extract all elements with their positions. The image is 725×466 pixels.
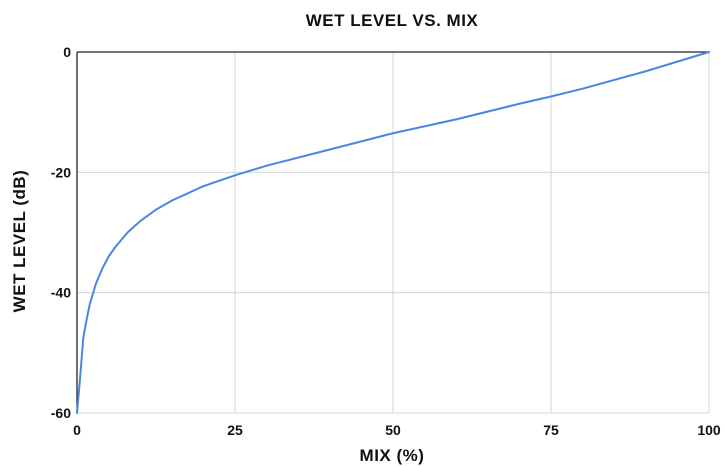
x-axis-label: MIX (%) (360, 446, 425, 465)
y-tick-label-0: 0 (63, 44, 71, 60)
series-line-0 (76, 51, 710, 414)
tick-labels: 0 25 50 75 100 -60 -40 -20 0 (51, 44, 721, 438)
x-tick-label-0: 0 (73, 422, 81, 438)
x-tick-label-75: 75 (543, 422, 559, 438)
chart-title: WET LEVEL VS. MIX (306, 11, 479, 30)
y-tick-label--60: -60 (51, 405, 71, 421)
x-tick-label-25: 25 (227, 422, 243, 438)
x-tick-label-100: 100 (697, 422, 721, 438)
y-axis-label: WET LEVEL (dB) (10, 170, 29, 313)
y-tick-label--40: -40 (51, 285, 71, 301)
grid (77, 52, 710, 414)
series-group (76, 51, 710, 414)
y-tick-label--20: -20 (51, 164, 71, 180)
x-tick-label-50: 50 (385, 422, 401, 438)
axes (76, 51, 709, 413)
